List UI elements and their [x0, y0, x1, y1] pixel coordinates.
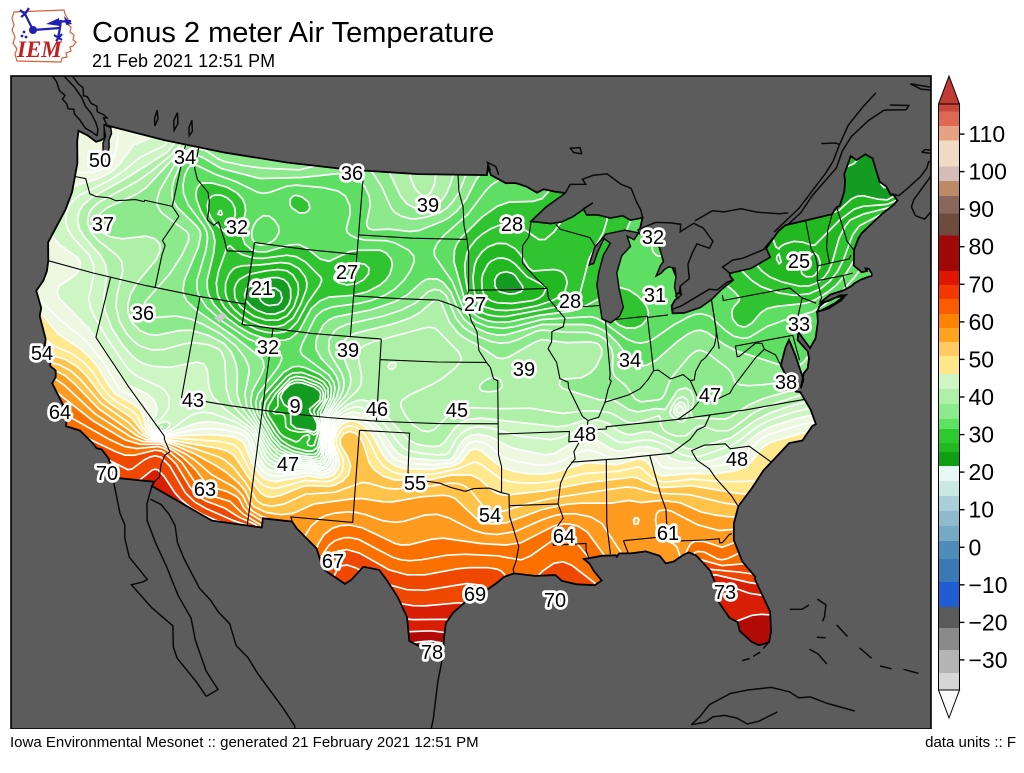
svg-text:70: 70 [544, 590, 566, 612]
svg-text:34: 34 [174, 147, 196, 169]
svg-text:50: 50 [969, 346, 995, 372]
svg-text:46: 46 [366, 399, 388, 421]
svg-text:30: 30 [969, 422, 995, 448]
svg-text:70: 70 [969, 271, 995, 297]
svg-text:39: 39 [513, 359, 535, 381]
svg-text:32: 32 [642, 227, 664, 249]
svg-text:50: 50 [89, 150, 111, 172]
svg-text:−30: −30 [969, 647, 1008, 673]
svg-text:33: 33 [788, 314, 810, 336]
svg-text:0: 0 [969, 534, 982, 560]
svg-text:39: 39 [337, 340, 359, 362]
svg-text:36: 36 [132, 303, 154, 325]
svg-text:28: 28 [501, 214, 523, 236]
svg-text:10: 10 [969, 497, 995, 523]
svg-text:32: 32 [226, 217, 248, 239]
svg-text:61: 61 [657, 523, 679, 545]
svg-text:48: 48 [574, 424, 596, 446]
svg-text:54: 54 [479, 505, 501, 527]
svg-text:38: 38 [775, 372, 797, 394]
svg-text:9: 9 [289, 396, 300, 418]
svg-text:−10: −10 [969, 572, 1008, 598]
svg-text:73: 73 [714, 582, 736, 604]
svg-text:47: 47 [277, 454, 299, 476]
svg-text:70: 70 [96, 463, 118, 485]
svg-text:48: 48 [726, 449, 748, 471]
svg-text:39: 39 [417, 195, 439, 217]
svg-text:25: 25 [788, 251, 810, 273]
svg-text:110: 110 [969, 121, 1006, 147]
svg-text:27: 27 [464, 294, 486, 316]
svg-text:45: 45 [446, 400, 468, 422]
svg-text:32: 32 [257, 337, 279, 359]
svg-text:Iowa Environmental Mesonet ::: Iowa Environmental Mesonet :: generated … [10, 734, 479, 751]
svg-text:47: 47 [699, 385, 721, 407]
svg-text:37: 37 [92, 214, 114, 236]
svg-text:54: 54 [31, 343, 53, 365]
svg-text:64: 64 [553, 526, 575, 548]
svg-text:Conus 2 meter Air Temperature: Conus 2 meter Air Temperature [92, 17, 494, 49]
svg-text:40: 40 [969, 384, 995, 410]
svg-text:21 Feb 2021 12:51 PM: 21 Feb 2021 12:51 PM [92, 51, 275, 71]
svg-text:67: 67 [322, 551, 344, 573]
svg-text:−20: −20 [969, 609, 1008, 635]
svg-text:69: 69 [464, 584, 486, 606]
svg-text:31: 31 [644, 285, 666, 307]
svg-text:80: 80 [969, 234, 995, 260]
svg-text:27: 27 [336, 262, 358, 284]
svg-text:60: 60 [969, 309, 995, 335]
svg-text:55: 55 [404, 473, 426, 495]
svg-text:28: 28 [559, 291, 581, 313]
svg-text:20: 20 [969, 459, 995, 485]
svg-text:43: 43 [182, 390, 204, 412]
svg-text:90: 90 [969, 196, 995, 222]
svg-text:34: 34 [619, 350, 641, 372]
svg-text:IEM: IEM [16, 37, 63, 62]
svg-text:21: 21 [251, 278, 273, 300]
svg-text:64: 64 [49, 402, 71, 424]
svg-text:data units :: F: data units :: F [925, 734, 1016, 751]
svg-text:100: 100 [969, 159, 1007, 185]
svg-text:78: 78 [421, 642, 443, 664]
svg-text:36: 36 [341, 163, 363, 185]
svg-text:63: 63 [194, 479, 216, 501]
